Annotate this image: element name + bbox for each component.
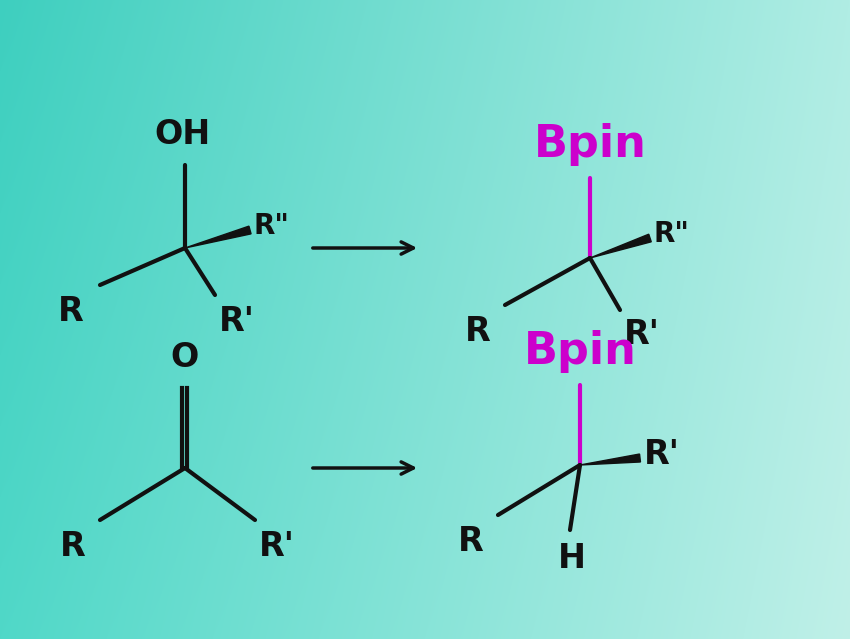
Text: R": R"	[654, 220, 690, 248]
Text: R': R'	[624, 318, 660, 351]
Polygon shape	[580, 454, 640, 465]
Text: R': R'	[259, 530, 295, 563]
Text: R: R	[458, 525, 484, 558]
Text: R": R"	[254, 212, 290, 240]
Polygon shape	[185, 226, 251, 248]
Text: H: H	[558, 542, 586, 575]
Text: Bpin: Bpin	[534, 123, 647, 166]
Text: R: R	[465, 315, 491, 348]
Text: Bpin: Bpin	[524, 330, 637, 373]
Polygon shape	[590, 235, 651, 258]
Text: R: R	[60, 530, 86, 563]
Text: R: R	[59, 295, 84, 328]
Text: O: O	[171, 341, 199, 374]
Text: R': R'	[644, 438, 680, 470]
Text: R': R'	[219, 305, 255, 338]
Text: OH: OH	[155, 118, 211, 151]
